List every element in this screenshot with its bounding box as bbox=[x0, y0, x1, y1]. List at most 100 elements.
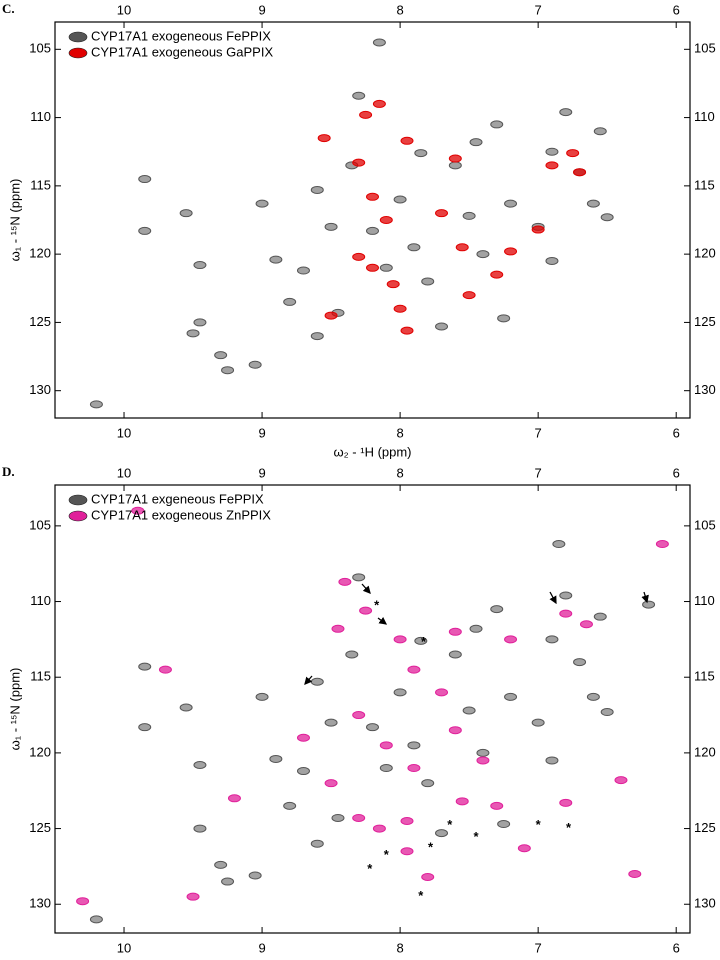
y-tick-label-right: 115 bbox=[694, 177, 715, 192]
x-tick-label: 6 bbox=[673, 940, 680, 955]
peak bbox=[435, 829, 449, 838]
peak bbox=[400, 847, 414, 856]
y-tick-label-right: 125 bbox=[694, 314, 716, 329]
peak bbox=[89, 400, 103, 409]
y-tick-label: 105 bbox=[29, 517, 51, 532]
legend-label: CYP17A1 exogeneous ZnPPIX bbox=[91, 507, 271, 522]
legend-swatch bbox=[68, 47, 88, 59]
peak bbox=[352, 813, 366, 822]
legend-swatch bbox=[68, 494, 88, 506]
y-tick-label-right: 130 bbox=[694, 896, 716, 911]
legend-label: CYP17A1 exogeneous GaPPIX bbox=[91, 44, 273, 59]
peak bbox=[462, 211, 476, 220]
plot-frame bbox=[54, 21, 691, 419]
peak bbox=[448, 726, 462, 735]
y-tick-label-right: 120 bbox=[694, 246, 716, 261]
x-tick-label: 10 bbox=[117, 940, 131, 955]
x-tick-label-top: 10 bbox=[117, 2, 131, 17]
y-tick-label: 120 bbox=[29, 246, 51, 261]
peak bbox=[490, 605, 504, 614]
peak bbox=[352, 711, 366, 720]
annotation: * bbox=[566, 820, 572, 835]
peak bbox=[366, 226, 379, 235]
peak bbox=[310, 332, 324, 341]
peak bbox=[193, 318, 207, 327]
peak bbox=[504, 247, 518, 256]
peak bbox=[545, 161, 559, 170]
x-tick-label: 9 bbox=[258, 940, 265, 955]
annotation: * bbox=[418, 888, 424, 903]
y-tick-label-right: 105 bbox=[694, 517, 716, 532]
peak bbox=[476, 748, 490, 757]
x-tick-label-top: 6 bbox=[673, 2, 680, 17]
peak bbox=[593, 612, 607, 621]
peak bbox=[186, 892, 200, 901]
peak bbox=[655, 540, 669, 549]
annotation: * bbox=[374, 598, 380, 613]
peak bbox=[372, 824, 386, 833]
peak bbox=[310, 185, 324, 194]
peak bbox=[504, 692, 518, 701]
annotation: * bbox=[384, 847, 390, 862]
peak bbox=[310, 839, 324, 848]
peak bbox=[158, 665, 172, 674]
x-tick-label: 10 bbox=[117, 425, 131, 440]
peak bbox=[407, 665, 421, 674]
peak bbox=[517, 844, 531, 853]
peak bbox=[221, 366, 235, 375]
peak bbox=[317, 134, 331, 143]
peak bbox=[414, 149, 428, 158]
peak bbox=[462, 706, 476, 715]
peak bbox=[476, 756, 490, 765]
x-tick-label: 6 bbox=[673, 425, 680, 440]
peak bbox=[227, 794, 241, 803]
peak bbox=[593, 127, 607, 136]
peak bbox=[469, 138, 483, 147]
annotation: * bbox=[536, 817, 542, 832]
peak bbox=[296, 266, 310, 275]
peak bbox=[469, 624, 483, 633]
panel: D. * * * * * * * * * * 10 10 9 9 8 8 7 7 6 6 105 105 110 110 115 1… bbox=[2, 464, 716, 960]
peak bbox=[504, 199, 518, 208]
y-tick-label: 130 bbox=[29, 382, 51, 397]
peak bbox=[421, 277, 435, 286]
peak bbox=[407, 764, 421, 773]
peak bbox=[248, 360, 262, 369]
peak bbox=[296, 733, 310, 742]
y-axis-title: ω₁ - ¹⁵N (ppm) bbox=[7, 179, 22, 262]
y-tick-label-right: 110 bbox=[694, 109, 715, 124]
peak bbox=[138, 723, 152, 732]
peak bbox=[331, 813, 345, 822]
peak bbox=[359, 606, 373, 615]
peak bbox=[476, 250, 490, 259]
y-tick-label: 105 bbox=[29, 41, 51, 56]
y-tick-label: 110 bbox=[30, 109, 51, 124]
peak bbox=[566, 149, 580, 158]
legend-label: CYP17A1 exogeneous FePPIX bbox=[91, 28, 271, 43]
y-tick-label: 110 bbox=[30, 593, 51, 608]
annotation: * bbox=[367, 861, 373, 876]
peak bbox=[138, 662, 152, 671]
legend-label: CYP17A1 exgeneous FePPIX bbox=[91, 491, 264, 506]
arrow bbox=[549, 591, 557, 605]
arrows bbox=[304, 583, 649, 685]
peak bbox=[214, 351, 228, 360]
peak bbox=[407, 243, 421, 252]
peak bbox=[559, 108, 573, 117]
peak bbox=[324, 222, 338, 231]
plot-frame bbox=[54, 484, 691, 934]
peak bbox=[379, 741, 393, 750]
peak bbox=[179, 209, 193, 218]
peak bbox=[366, 192, 379, 201]
peak bbox=[559, 798, 573, 807]
peak bbox=[372, 38, 386, 47]
peak bbox=[76, 897, 90, 906]
peak bbox=[421, 779, 435, 788]
x-tick-label: 7 bbox=[535, 940, 542, 955]
peak bbox=[352, 91, 366, 100]
peak bbox=[352, 252, 366, 261]
peak bbox=[221, 877, 235, 886]
y-tick-label: 120 bbox=[29, 744, 51, 759]
arrow bbox=[304, 675, 313, 685]
annotation: * bbox=[474, 829, 480, 844]
